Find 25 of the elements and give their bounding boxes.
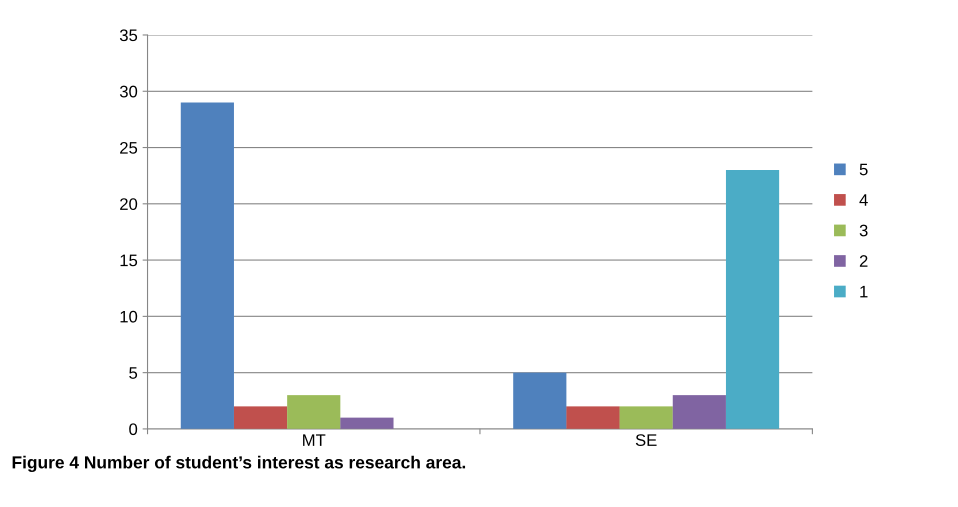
bar: [513, 372, 566, 429]
y-tick-label: 30: [120, 86, 138, 98]
bar: [620, 406, 673, 429]
bar: [234, 406, 288, 429]
y-tick-label: 15: [120, 254, 138, 266]
y-tick-label: 5: [129, 367, 138, 379]
y-tick-label: 35: [120, 29, 138, 42]
legend-label: 4: [859, 194, 868, 206]
bar: [672, 395, 726, 429]
y-tick-label: 10: [120, 310, 138, 323]
legend-label: 5: [860, 164, 868, 176]
legend-label: 2: [860, 255, 868, 267]
y-tick-label: 20: [120, 198, 138, 210]
bar: [340, 418, 394, 429]
bar: [726, 170, 780, 429]
bar: [180, 102, 234, 429]
caption: Figure 4 Number of student’s interest as research area.: [12, 456, 466, 472]
y-tick-label: 0: [129, 423, 138, 436]
bar: [287, 395, 340, 429]
y-tick-label: 25: [120, 142, 138, 154]
bar: [566, 406, 620, 429]
x-tick-label: SE: [636, 434, 657, 446]
legend-label: 3: [860, 224, 868, 236]
x-tick-label: MT: [303, 434, 326, 446]
legend-label: 1: [860, 286, 868, 298]
